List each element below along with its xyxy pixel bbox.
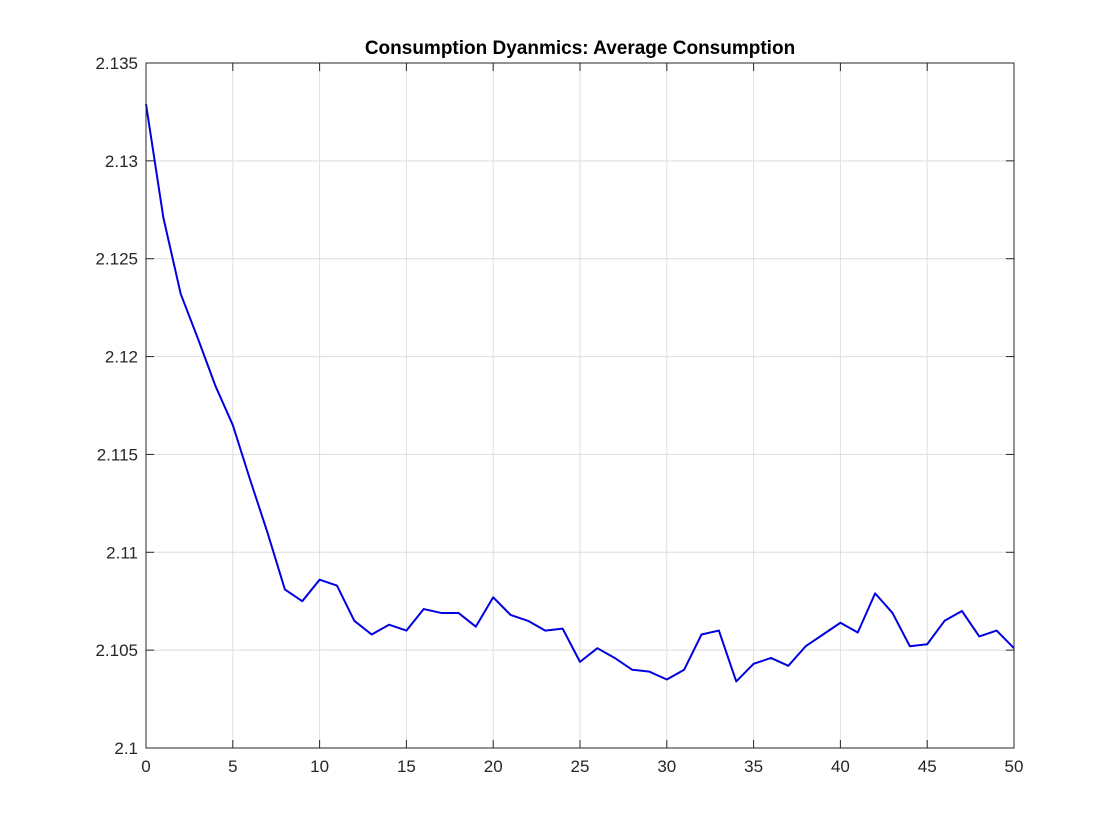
y-tick-label: 2.135 xyxy=(95,54,138,73)
y-tick-label: 2.1 xyxy=(114,739,138,758)
y-tick-label: 2.11 xyxy=(106,543,138,562)
y-tick-label: 2.13 xyxy=(105,152,138,171)
y-tick-label: 2.125 xyxy=(95,250,138,269)
y-axis-tick-labels: 2.1 2.105 2.11 2.115 2.12 2.125 2.13 2.135 xyxy=(95,54,138,758)
x-tick-label: 5 xyxy=(228,757,237,776)
series-line xyxy=(145,103,1015,683)
y-tick-label: 2.105 xyxy=(95,641,138,660)
x-tick-label: 15 xyxy=(397,757,416,776)
chart-title: Consumption Dyanmics: Average Consumptio… xyxy=(365,38,795,59)
axis-ticks xyxy=(145,62,1015,749)
x-tick-label: 0 xyxy=(141,757,150,776)
x-tick-label: 50 xyxy=(1005,757,1024,776)
x-tick-label: 45 xyxy=(918,757,937,776)
x-tick-label: 20 xyxy=(484,757,503,776)
series-layer xyxy=(145,103,1015,683)
y-tick-label: 2.115 xyxy=(97,445,138,464)
x-axis-tick-labels: 0 5 10 15 20 25 30 35 40 45 50 xyxy=(141,757,1023,776)
x-tick-label: 25 xyxy=(571,757,590,776)
x-tick-label: 35 xyxy=(744,757,763,776)
x-tick-label: 40 xyxy=(831,757,850,776)
x-tick-label: 30 xyxy=(657,757,676,776)
y-tick-label: 2.12 xyxy=(105,348,138,367)
x-tick-label: 10 xyxy=(310,757,329,776)
